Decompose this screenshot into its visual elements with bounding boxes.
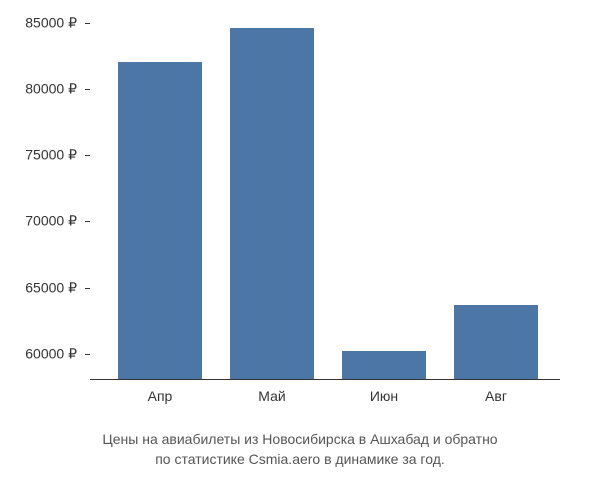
x-axis-label: Авг	[485, 388, 507, 404]
bar-chart: Апр Май Июн Авг	[90, 10, 560, 405]
x-axis-label: Апр	[148, 388, 173, 404]
bar	[454, 305, 538, 379]
y-axis-label: 75000 ₽	[25, 147, 77, 164]
y-axis-label: 60000 ₽	[25, 345, 77, 362]
y-axis: 60000 ₽ 65000 ₽ 70000 ₽ 75000 ₽ 80000 ₽ 85000…	[0, 10, 85, 405]
y-axis-label: 65000 ₽	[25, 279, 77, 296]
y-axis-label: 85000 ₽	[25, 15, 77, 32]
caption-line2: по статистике Csmia.aero в динамике за г…	[0, 450, 600, 470]
y-axis-label: 70000 ₽	[25, 213, 77, 230]
bar	[118, 62, 202, 379]
bar	[342, 351, 426, 379]
y-axis-label: 80000 ₽	[25, 81, 77, 98]
caption-line1: Цены на авиабилеты из Новосибирска в Ашх…	[0, 430, 600, 450]
x-axis-label: Май	[258, 388, 285, 404]
x-axis-label: Июн	[370, 388, 398, 404]
plot-area	[90, 10, 560, 380]
bar	[230, 28, 314, 380]
